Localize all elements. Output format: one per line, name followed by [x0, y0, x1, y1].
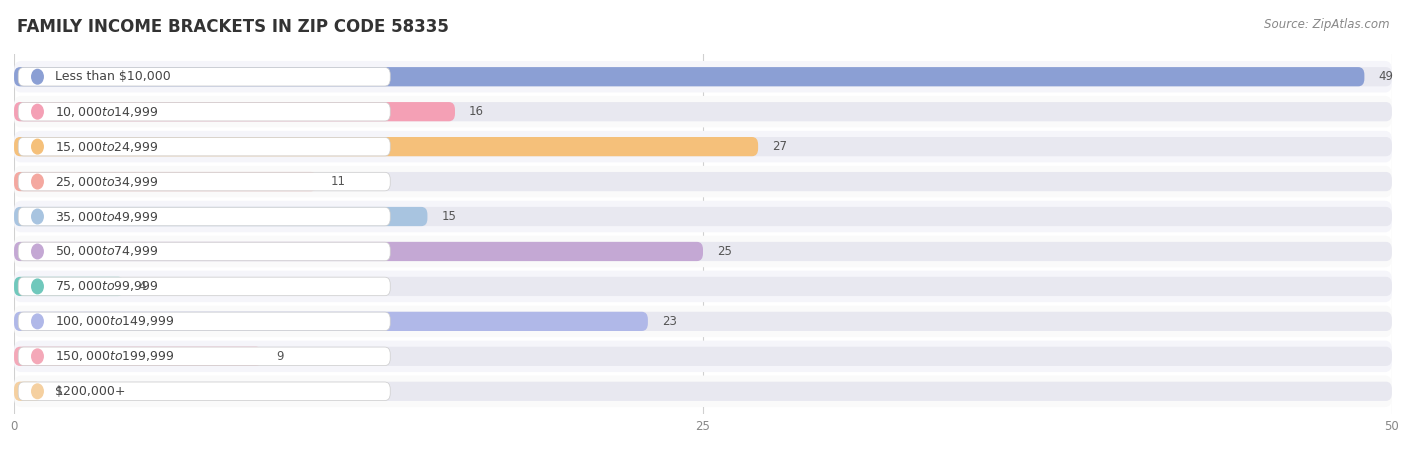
Text: 16: 16: [468, 105, 484, 118]
FancyBboxPatch shape: [14, 346, 1392, 366]
FancyBboxPatch shape: [14, 277, 1392, 296]
FancyBboxPatch shape: [14, 131, 1392, 162]
Circle shape: [32, 349, 44, 364]
Text: $25,000 to $34,999: $25,000 to $34,999: [55, 175, 159, 189]
FancyBboxPatch shape: [14, 346, 262, 366]
FancyBboxPatch shape: [14, 201, 1392, 232]
FancyBboxPatch shape: [14, 341, 1392, 372]
FancyBboxPatch shape: [18, 137, 391, 156]
Circle shape: [32, 384, 44, 399]
FancyBboxPatch shape: [14, 382, 42, 401]
FancyBboxPatch shape: [14, 137, 1392, 156]
FancyBboxPatch shape: [14, 172, 318, 191]
FancyBboxPatch shape: [14, 166, 1392, 197]
FancyBboxPatch shape: [14, 306, 1392, 337]
Text: $150,000 to $199,999: $150,000 to $199,999: [55, 349, 174, 363]
FancyBboxPatch shape: [18, 347, 391, 365]
FancyBboxPatch shape: [14, 271, 1392, 302]
FancyBboxPatch shape: [14, 376, 1392, 407]
Circle shape: [32, 244, 44, 259]
Text: FAMILY INCOME BRACKETS IN ZIP CODE 58335: FAMILY INCOME BRACKETS IN ZIP CODE 58335: [17, 18, 449, 36]
FancyBboxPatch shape: [18, 312, 391, 331]
Text: 23: 23: [662, 315, 676, 328]
Text: 11: 11: [330, 175, 346, 188]
Circle shape: [32, 314, 44, 328]
FancyBboxPatch shape: [14, 242, 1392, 261]
FancyBboxPatch shape: [18, 207, 391, 226]
FancyBboxPatch shape: [18, 382, 391, 400]
Text: $200,000+: $200,000+: [55, 385, 127, 398]
FancyBboxPatch shape: [18, 172, 391, 191]
FancyBboxPatch shape: [14, 137, 758, 156]
Circle shape: [32, 279, 44, 294]
Circle shape: [32, 209, 44, 224]
Text: 1: 1: [55, 385, 63, 398]
Text: $35,000 to $49,999: $35,000 to $49,999: [55, 210, 159, 224]
Text: $75,000 to $99,999: $75,000 to $99,999: [55, 279, 159, 293]
Text: 27: 27: [772, 140, 787, 153]
FancyBboxPatch shape: [14, 96, 1392, 127]
FancyBboxPatch shape: [14, 207, 1392, 226]
FancyBboxPatch shape: [14, 242, 703, 261]
Text: 4: 4: [138, 280, 146, 293]
FancyBboxPatch shape: [14, 67, 1392, 86]
Text: 9: 9: [276, 350, 284, 363]
FancyBboxPatch shape: [14, 67, 1364, 86]
FancyBboxPatch shape: [14, 61, 1392, 92]
Text: $50,000 to $74,999: $50,000 to $74,999: [55, 244, 159, 258]
FancyBboxPatch shape: [18, 103, 391, 121]
Circle shape: [32, 69, 44, 84]
FancyBboxPatch shape: [14, 207, 427, 226]
Text: Less than $10,000: Less than $10,000: [55, 70, 172, 83]
Text: $15,000 to $24,999: $15,000 to $24,999: [55, 140, 159, 153]
Text: $100,000 to $149,999: $100,000 to $149,999: [55, 315, 174, 328]
FancyBboxPatch shape: [14, 236, 1392, 267]
FancyBboxPatch shape: [14, 102, 1392, 122]
FancyBboxPatch shape: [14, 172, 1392, 191]
Text: 49: 49: [1378, 70, 1393, 83]
Circle shape: [32, 104, 44, 119]
FancyBboxPatch shape: [14, 277, 124, 296]
FancyBboxPatch shape: [14, 312, 1392, 331]
Text: 15: 15: [441, 210, 456, 223]
FancyBboxPatch shape: [18, 277, 391, 296]
FancyBboxPatch shape: [14, 102, 456, 122]
Circle shape: [32, 174, 44, 189]
FancyBboxPatch shape: [18, 242, 391, 261]
Text: 25: 25: [717, 245, 731, 258]
FancyBboxPatch shape: [14, 312, 648, 331]
FancyBboxPatch shape: [18, 68, 391, 86]
Circle shape: [32, 140, 44, 154]
FancyBboxPatch shape: [14, 382, 1392, 401]
Text: $10,000 to $14,999: $10,000 to $14,999: [55, 105, 159, 119]
Text: Source: ZipAtlas.com: Source: ZipAtlas.com: [1264, 18, 1389, 31]
